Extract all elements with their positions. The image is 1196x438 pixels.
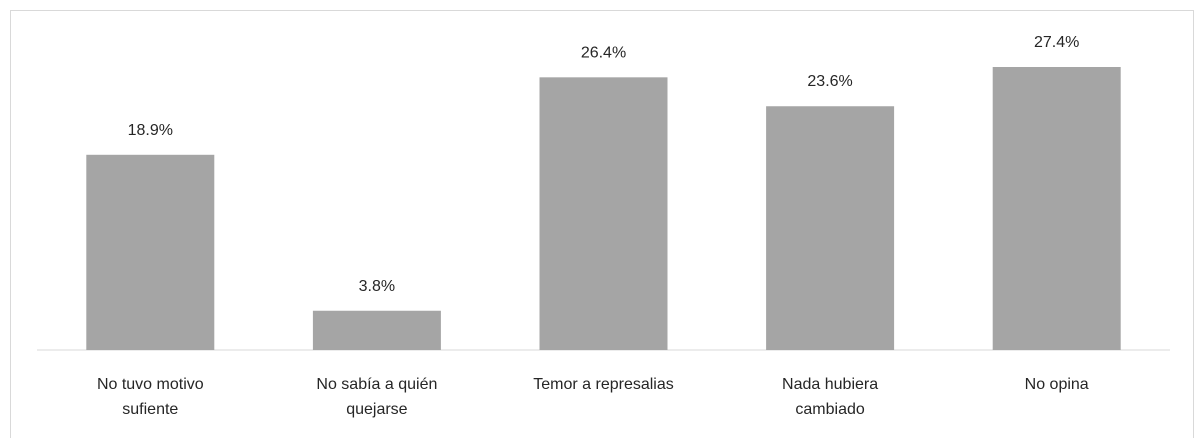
chart-frame <box>10 10 1194 438</box>
bar <box>312 310 441 350</box>
bar <box>992 67 1121 350</box>
x-tick-label: No sabía a quién quejarse <box>316 376 438 418</box>
bar <box>86 154 215 350</box>
data-label: 3.8% <box>359 278 395 295</box>
x-tick-label: Temor a represalias <box>533 376 674 393</box>
x-tick-label: No opina <box>1024 376 1089 393</box>
data-label: 18.9% <box>128 122 173 139</box>
x-tick-label: No tuvo motivo sufiente <box>96 376 204 418</box>
bar <box>766 106 895 351</box>
bar <box>539 77 668 351</box>
data-label: 27.4% <box>1034 34 1079 51</box>
x-tick-label: Nada hubiera cambiado <box>782 376 879 418</box>
data-label: 26.4% <box>581 44 626 61</box>
data-label: 23.6% <box>807 73 852 90</box>
